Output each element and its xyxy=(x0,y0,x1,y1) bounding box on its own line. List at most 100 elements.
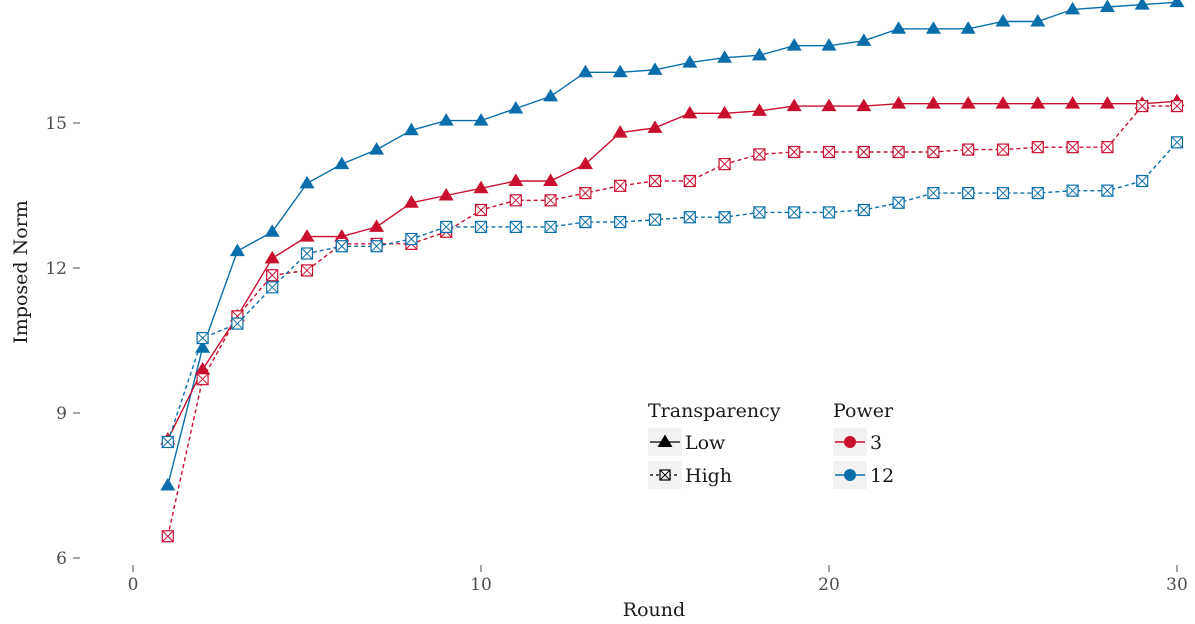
data-point xyxy=(1031,186,1044,200)
data-point xyxy=(543,173,559,186)
data-point xyxy=(822,206,836,219)
legend-title-power: Power xyxy=(833,400,894,422)
data-point xyxy=(299,175,315,189)
data-point xyxy=(995,96,1011,109)
y-axis-title: Imposed Norm xyxy=(10,200,32,343)
data-point xyxy=(717,105,733,119)
data-point xyxy=(161,530,174,543)
x-tick-label: 10 xyxy=(470,575,492,595)
legend-label-power-3: 3 xyxy=(870,432,882,454)
data-point xyxy=(438,113,454,126)
legend-label-power-12: 12 xyxy=(870,465,894,487)
data-point xyxy=(962,143,975,156)
data-point xyxy=(403,195,419,208)
data-point xyxy=(266,269,279,282)
legend-key-low xyxy=(648,428,682,456)
data-point xyxy=(1169,0,1185,8)
data-point xyxy=(229,243,245,257)
data-point xyxy=(1065,1,1081,15)
data-point xyxy=(788,206,801,219)
data-point xyxy=(892,196,905,209)
data-point xyxy=(927,186,940,200)
data-point xyxy=(753,206,766,219)
data-point xyxy=(996,186,1010,200)
data-point xyxy=(299,229,315,242)
data-point xyxy=(612,125,628,138)
data-point xyxy=(960,21,976,34)
data-point xyxy=(509,194,522,207)
data-point xyxy=(821,38,837,51)
data-point xyxy=(892,145,905,159)
data-point xyxy=(648,213,662,226)
data-point xyxy=(405,232,418,246)
data-point xyxy=(925,21,941,34)
legend-key-power-3 xyxy=(833,428,867,456)
data-point xyxy=(718,157,731,171)
data-point xyxy=(996,143,1010,156)
legend-key-power-12 xyxy=(833,461,867,489)
data-point xyxy=(1065,96,1081,109)
data-point xyxy=(1030,96,1046,109)
data-point xyxy=(543,88,559,102)
data-point xyxy=(264,250,280,264)
data-point xyxy=(370,240,383,253)
data-point xyxy=(786,38,802,51)
data-point xyxy=(474,203,488,217)
data-point xyxy=(577,156,593,170)
data-point xyxy=(683,174,696,188)
plot-area xyxy=(160,0,1185,543)
data-point xyxy=(1170,136,1184,149)
legend-title-transparency: Transparency xyxy=(648,400,781,422)
data-point xyxy=(438,188,454,201)
data-point xyxy=(508,101,524,114)
data-point xyxy=(509,220,522,234)
data-point xyxy=(1099,96,1115,109)
data-point xyxy=(264,224,280,237)
data-point xyxy=(1170,99,1184,113)
data-point xyxy=(717,50,733,63)
data-point xyxy=(579,186,592,200)
legend-key-high xyxy=(648,461,682,489)
data-point xyxy=(960,96,976,109)
y-tick-label: 15 xyxy=(45,114,67,134)
data-point xyxy=(369,142,385,155)
data-point xyxy=(718,211,731,224)
data-point xyxy=(1134,0,1150,10)
data-point xyxy=(196,373,209,386)
legend: Transparency Power Low High 3 12 xyxy=(648,400,894,489)
data-point xyxy=(647,62,663,75)
data-point xyxy=(231,317,244,330)
data-point xyxy=(161,435,174,449)
data-point xyxy=(857,203,870,217)
data-point xyxy=(647,120,663,133)
data-point xyxy=(1030,14,1046,27)
x-axis: 0 10 20 30 xyxy=(128,565,1188,595)
x-axis-title: Round xyxy=(623,599,685,621)
data-point xyxy=(751,103,767,116)
data-point xyxy=(369,219,385,232)
legend-label-low: Low xyxy=(685,432,726,454)
data-point xyxy=(1066,184,1079,197)
y-axis: 6 9 12 15 xyxy=(45,114,80,569)
data-point xyxy=(300,264,314,277)
data-point xyxy=(335,240,348,253)
data-point xyxy=(614,215,627,229)
data-point xyxy=(544,220,557,234)
data-point xyxy=(1101,184,1114,197)
data-point xyxy=(648,174,662,188)
data-point xyxy=(1099,0,1115,12)
data-point xyxy=(612,64,628,78)
data-point xyxy=(195,340,211,353)
data-point xyxy=(196,331,209,345)
data-point xyxy=(683,211,696,224)
data-point xyxy=(266,281,279,294)
series-line xyxy=(167,141,1178,443)
data-point xyxy=(682,55,698,68)
data-point xyxy=(1136,174,1149,188)
data-point xyxy=(473,180,489,194)
data-point xyxy=(856,98,872,112)
data-point xyxy=(473,113,489,126)
data-point xyxy=(440,220,453,234)
data-point xyxy=(788,145,801,159)
